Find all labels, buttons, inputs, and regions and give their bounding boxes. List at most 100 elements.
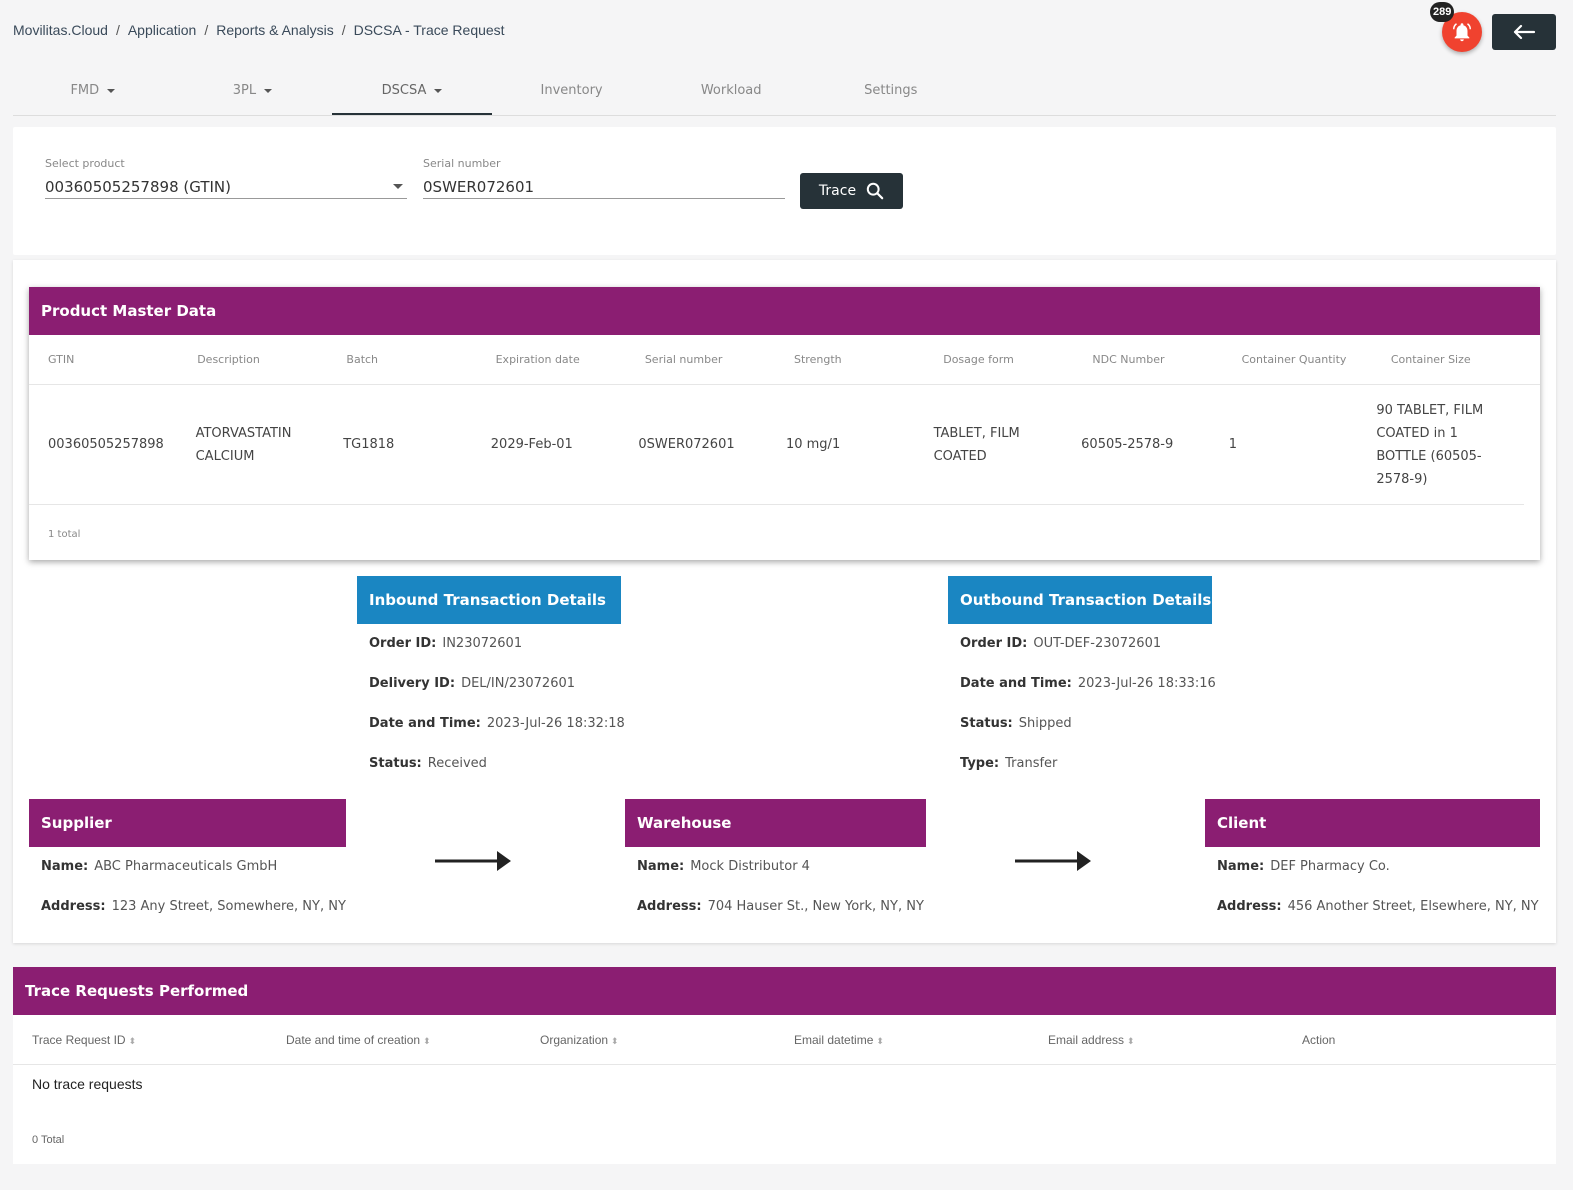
product-select-value-row[interactable]: 00360505257898 (GTIN) — [45, 175, 407, 199]
column-header-date-created[interactable]: Date and time of creation ⬍ — [286, 1033, 540, 1047]
caret-down-icon — [393, 184, 403, 189]
serial-number-field[interactable]: Serial number 0SWER072601 — [423, 157, 785, 199]
supplier-address: Address: 123 Any Street, Somewhere, NY, N… — [41, 899, 346, 914]
column-label: Trace Request ID — [32, 1032, 126, 1047]
field-label: Name: — [637, 859, 685, 874]
field-value: 123 Any Street, Somewhere, NY, NY — [111, 899, 346, 914]
field-value: 704 Hauser St., New York, NY, NY — [707, 899, 924, 914]
table-cell-serial: 0SWER072601 — [638, 437, 735, 452]
column-header-organization[interactable]: Organization ⬍ — [540, 1033, 794, 1047]
client-address: Address: 456 Another Street, Elsewhere, N… — [1217, 899, 1539, 914]
table-row: 00360505257898 ATORVASTATIN CALCIUM TG18… — [29, 385, 1524, 505]
tab-label: DSCSA — [381, 83, 427, 98]
column-header: Container Size — [1390, 353, 1471, 366]
tab-label: Inventory — [540, 83, 603, 98]
client-title: Client — [1205, 799, 1540, 847]
tab-inventory[interactable]: Inventory — [492, 68, 652, 115]
serial-number-label: Serial number — [423, 157, 501, 170]
tab-settings[interactable]: Settings — [811, 68, 971, 115]
field-value: IN23072601 — [442, 636, 523, 651]
inbound-delivery-id: Delivery ID: DEL/IN/23072601 — [369, 676, 575, 691]
field-label: Address: — [637, 899, 702, 914]
breadcrumb-item-current: DSCSA - Trace Request — [353, 22, 505, 38]
table-cell-batch: TG1818 — [343, 437, 395, 452]
inbound-order-id: Order ID: IN23072601 — [369, 636, 522, 651]
bell-icon — [1453, 23, 1471, 42]
product-master-data-panel: Product Master Data GTIN Description Bat… — [29, 287, 1540, 560]
field-value: Received — [427, 756, 487, 771]
column-header: Strength — [794, 353, 842, 366]
field-value: 2023-Jul-26 18:32:18 — [486, 716, 625, 731]
field-label: Status: — [369, 756, 422, 771]
column-header-email-address[interactable]: Email address ⬍ — [1048, 1033, 1302, 1047]
breadcrumb-item-reports[interactable]: Reports & Analysis — [216, 22, 334, 38]
table-cell-expiration: 2029-Feb-01 — [490, 437, 573, 452]
main-tabs: FMD 3PL DSCSA Inventory Workload Setting… — [13, 68, 1556, 116]
field-label: Address: — [1217, 899, 1282, 914]
tab-label: Settings — [864, 83, 918, 98]
table-total: 1 total — [48, 529, 81, 540]
column-label: Email address — [1048, 1032, 1125, 1047]
field-value: Transfer — [1005, 756, 1058, 771]
breadcrumb-item-application[interactable]: Application — [127, 22, 197, 38]
arrow-left-icon — [1513, 24, 1536, 40]
outbound-type: Type: Transfer — [960, 756, 1057, 771]
sort-icon[interactable]: ⬍ — [423, 1035, 431, 1046]
table-total: 0 Total — [32, 1134, 65, 1146]
tab-workload[interactable]: Workload — [651, 68, 811, 115]
outbound-order-id: Order ID: OUT-DEF-23072601 — [960, 636, 1161, 651]
caret-down-icon — [264, 88, 273, 93]
tab-label: Workload — [700, 83, 762, 98]
field-label: Date and Time: — [369, 716, 481, 731]
table-cell-ndc: 60505-2578-9 — [1081, 437, 1174, 452]
sort-icon[interactable]: ⬍ — [128, 1035, 137, 1046]
outbound-transaction-title: Outbound Transaction Details — [948, 576, 1212, 624]
table-header-row: Trace Request ID ⬍ Date and time of creat… — [13, 1015, 1556, 1065]
column-header-action: Action — [1302, 1033, 1556, 1047]
column-label: Date and time of creation — [286, 1032, 421, 1047]
empty-state-text: No trace requests — [32, 1076, 143, 1092]
serial-number-value: 0SWER072601 — [423, 177, 535, 196]
field-label: Address: — [41, 899, 106, 914]
table-cell-dosage-form: TABLET, FILM COATED — [933, 425, 1020, 464]
trace-button[interactable]: Trace — [800, 173, 903, 209]
field-value: Shipped — [1018, 716, 1072, 731]
column-header: Expiration date — [495, 353, 580, 366]
tab-3pl[interactable]: 3PL — [173, 68, 333, 115]
table-cell-strength: 10 mg/1 — [785, 437, 841, 452]
column-header: Batch — [346, 353, 379, 366]
arrow-right-icon — [1015, 851, 1091, 871]
product-select[interactable]: Select product 00360505257898 (GTIN) — [45, 157, 407, 199]
outbound-date-time: Date and Time: 2023-Jul-26 18:33:16 — [960, 676, 1216, 691]
column-header: Dosage form — [943, 353, 1014, 366]
field-value: OUT-DEF-23072601 — [1033, 636, 1162, 651]
table-header-row: GTIN Description Batch Expiration date S… — [29, 335, 1540, 385]
breadcrumb-separator: / — [115, 22, 120, 38]
field-value: ABC Pharmaceuticals GmbH — [94, 859, 278, 874]
back-button[interactable] — [1492, 14, 1556, 50]
notification-count-badge: 289 — [1430, 2, 1455, 22]
client-name: Name: DEF Pharmacy Co. — [1217, 859, 1390, 874]
caret-down-icon — [434, 88, 443, 93]
field-label: Status: — [960, 716, 1013, 731]
breadcrumb-item-movilitas[interactable]: Movilitas.Cloud — [13, 22, 108, 38]
field-label: Order ID: — [369, 636, 437, 651]
serial-number-input[interactable]: 0SWER072601 — [423, 175, 785, 199]
column-header-trace-request-id[interactable]: Trace Request ID ⬍ — [32, 1033, 286, 1047]
warehouse-address: Address: 704 Hauser St., New York, NY, NY — [637, 899, 924, 914]
column-header-email-datetime[interactable]: Email datetime ⬍ — [794, 1033, 1048, 1047]
tab-label: 3PL — [232, 83, 257, 98]
field-value: Mock Distributor 4 — [690, 859, 810, 874]
product-select-label: Select product — [45, 157, 125, 170]
tab-dscsa[interactable]: DSCSA — [332, 68, 492, 115]
inbound-date-time: Date and Time: 2023-Jul-26 18:32:18 — [369, 716, 625, 731]
column-header: NDC Number — [1092, 353, 1165, 366]
tab-fmd[interactable]: FMD — [13, 68, 173, 115]
sort-icon[interactable]: ⬍ — [1127, 1035, 1135, 1046]
column-label: Email datetime — [794, 1032, 874, 1047]
sort-icon[interactable]: ⬍ — [611, 1035, 619, 1046]
tab-label: FMD — [70, 83, 100, 98]
sort-icon[interactable]: ⬍ — [876, 1035, 884, 1046]
field-label: Date and Time: — [960, 676, 1072, 691]
table-cell-container-size: 90 TABLET, FILM COATED in 1 BOTTLE (6050… — [1376, 402, 1484, 487]
